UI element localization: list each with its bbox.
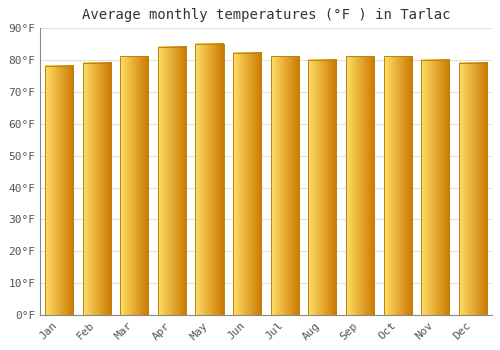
Bar — [308, 60, 336, 315]
Bar — [270, 56, 299, 315]
Bar — [421, 60, 450, 315]
Bar — [158, 47, 186, 315]
Bar — [82, 63, 110, 315]
Title: Average monthly temperatures (°F ) in Tarlac: Average monthly temperatures (°F ) in Ta… — [82, 8, 450, 22]
Bar — [196, 44, 224, 315]
Bar — [45, 66, 73, 315]
Bar — [233, 53, 261, 315]
Bar — [120, 56, 148, 315]
Bar — [384, 56, 411, 315]
Bar — [346, 56, 374, 315]
Bar — [458, 63, 487, 315]
